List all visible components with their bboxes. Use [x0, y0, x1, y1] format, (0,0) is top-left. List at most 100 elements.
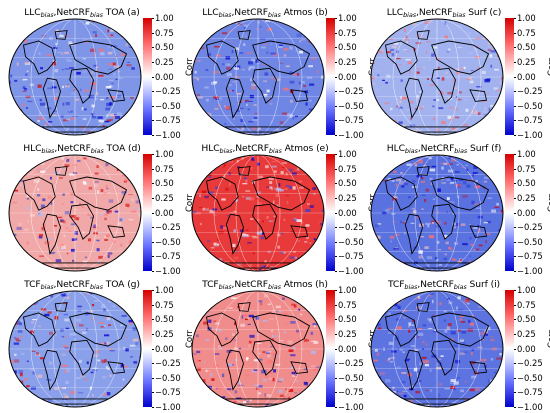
world-map — [8, 290, 142, 408]
colorbar-tick: 0.00 — [514, 209, 536, 217]
colorbar-tick: −0.75 — [335, 252, 364, 260]
colorbar-tick: 1.00 — [335, 286, 357, 294]
colorbar-tick: 0.00 — [152, 209, 174, 217]
colorbar-tick: 0.00 — [335, 73, 357, 81]
colorbar-tick: −0.50 — [152, 102, 181, 110]
colorbar-tick: −1.00 — [152, 131, 181, 139]
colorbar-tick: −0.75 — [335, 116, 364, 124]
colorbar-tick: −0.25 — [514, 87, 543, 95]
colorbar-tick: −0.75 — [152, 388, 181, 396]
colorbar-tick: 0.75 — [335, 29, 357, 37]
colorbar-tick: 0.00 — [335, 209, 357, 217]
colorbar-tick: 0.25 — [335, 194, 357, 202]
colorbar-tick: 1.00 — [152, 286, 174, 294]
colorbar-tick: 1.00 — [152, 14, 174, 22]
colorbar-tick: 0.25 — [514, 58, 536, 66]
colorbar-tick: −0.25 — [514, 359, 543, 367]
colorbar-tick: 0.50 — [152, 315, 174, 323]
colorbar-tick: 0.75 — [152, 29, 174, 37]
colorbar-tick: 0.50 — [335, 43, 357, 51]
colorbar-tick: 1.00 — [514, 14, 536, 22]
colorbar-tick: 0.50 — [335, 179, 357, 187]
colorbar-tick: 1.00 — [335, 14, 357, 22]
colorbar-tick: −0.75 — [152, 252, 181, 260]
colorbar-tick: −0.25 — [335, 359, 364, 367]
colorbar-tick: 0.75 — [514, 29, 536, 37]
colorbar-tick: 0.50 — [335, 315, 357, 323]
colorbar-tick: −0.50 — [514, 102, 543, 110]
colorbar-tick: 0.75 — [335, 165, 357, 173]
colorbar-tick: 0.50 — [152, 179, 174, 187]
colorbar-tick: 0.75 — [152, 165, 174, 173]
colorbar-tick: 0.25 — [152, 194, 174, 202]
colorbar — [143, 290, 152, 407]
colorbar-tick: 1.00 — [514, 150, 536, 158]
colorbar — [326, 154, 335, 271]
colorbar-tick: −0.25 — [152, 87, 181, 95]
colorbar — [505, 154, 514, 271]
world-map — [191, 18, 325, 136]
colorbar-tick: 1.00 — [514, 286, 536, 294]
colorbar-tick: 0.75 — [514, 301, 536, 309]
colorbar-tick: −1.00 — [335, 267, 364, 275]
colorbar-tick: −1.00 — [335, 403, 364, 411]
colorbar-tick: −1.00 — [514, 131, 543, 139]
colorbar-tick: −0.25 — [152, 359, 181, 367]
colorbar — [143, 18, 152, 135]
colorbar — [505, 18, 514, 135]
world-map — [8, 154, 142, 272]
colorbar-tick: −0.50 — [152, 374, 181, 382]
colorbar-tick: −0.75 — [335, 388, 364, 396]
colorbar-tick: −1.00 — [514, 403, 543, 411]
colorbar-tick: 0.25 — [514, 330, 536, 338]
world-map — [370, 18, 504, 136]
colorbar-tick: 0.00 — [514, 73, 536, 81]
colorbar-tick: −0.50 — [514, 374, 543, 382]
colorbar-tick: 0.50 — [514, 43, 536, 51]
colorbar — [326, 18, 335, 135]
colorbar-tick: −1.00 — [335, 131, 364, 139]
colorbar-tick: 0.00 — [152, 345, 174, 353]
colorbar-tick: 0.50 — [514, 315, 536, 323]
colorbar — [326, 290, 335, 407]
colorbar-tick: 0.00 — [152, 73, 174, 81]
colorbar-tick: −0.25 — [335, 223, 364, 231]
colorbar-tick: 0.00 — [514, 345, 536, 353]
colorbar-tick: −0.25 — [514, 223, 543, 231]
colorbar-tick: 0.75 — [514, 165, 536, 173]
colorbar-tick: −0.25 — [152, 223, 181, 231]
colorbar-tick: 0.25 — [335, 330, 357, 338]
colorbar-tick: −0.25 — [335, 87, 364, 95]
colorbar-tick: 1.00 — [152, 150, 174, 158]
world-map — [191, 154, 325, 272]
colorbar-tick: 0.75 — [152, 301, 174, 309]
colorbar-tick: 0.25 — [152, 58, 174, 66]
colorbar-tick: 0.75 — [335, 301, 357, 309]
world-map — [8, 18, 142, 136]
colorbar-tick: −0.75 — [514, 252, 543, 260]
colorbar-tick: 1.00 — [335, 150, 357, 158]
world-map — [191, 290, 325, 408]
colorbar-tick: −0.75 — [152, 116, 181, 124]
colorbar-tick: −0.75 — [514, 116, 543, 124]
colorbar-tick: −1.00 — [514, 267, 543, 275]
colorbar-tick: 0.25 — [152, 330, 174, 338]
colorbar-tick: −0.75 — [514, 388, 543, 396]
colorbar — [505, 290, 514, 407]
